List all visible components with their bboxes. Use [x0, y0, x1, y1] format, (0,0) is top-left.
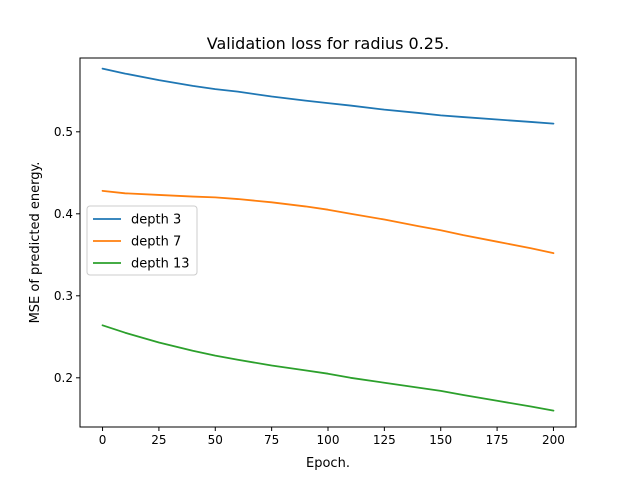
y-axis-ticks: 0.2 0.3 0.4 0.5 — [54, 125, 80, 385]
series-line-2 — [101, 189, 555, 255]
legend-items: depth 3 depth 7 depth 13 — [93, 213, 190, 272]
y-tick-label: 0.2 — [54, 371, 73, 385]
y-axis-label: MSE of predicted energy. — [28, 162, 43, 324]
x-axis-ticks: 0 25 50 75 100 125 150 175 200 — [99, 427, 565, 447]
x-tick-label: 175 — [486, 433, 509, 447]
series-line-1 — [101, 67, 555, 125]
x-tick-label: 25 — [151, 433, 166, 447]
x-tick-label: 200 — [542, 433, 565, 447]
series-layer — [101, 67, 555, 412]
legend-box — [86, 205, 198, 276]
x-tick-label: 0 — [99, 433, 107, 447]
y-tick-label: 0.4 — [54, 207, 73, 221]
x-tick-label: 100 — [317, 433, 340, 447]
y-tick-label: 0.5 — [54, 125, 73, 139]
legend-label-3: depth 13 — [131, 257, 190, 272]
x-tick-label: 150 — [429, 433, 452, 447]
legend-label-2: depth 7 — [131, 235, 181, 250]
series-line-3 — [101, 324, 555, 412]
chart-title: Validation loss for radius 0.25. — [207, 34, 449, 53]
legend-label-1: depth 3 — [131, 213, 181, 228]
x-tick-label: 50 — [208, 433, 223, 447]
x-axis-label: Epoch. — [306, 456, 350, 471]
x-tick-label: 125 — [373, 433, 396, 447]
x-tick-label: 75 — [264, 433, 279, 447]
y-tick-label: 0.3 — [54, 289, 73, 303]
legend: depth 3 depth 7 depth 13 — [86, 205, 198, 276]
